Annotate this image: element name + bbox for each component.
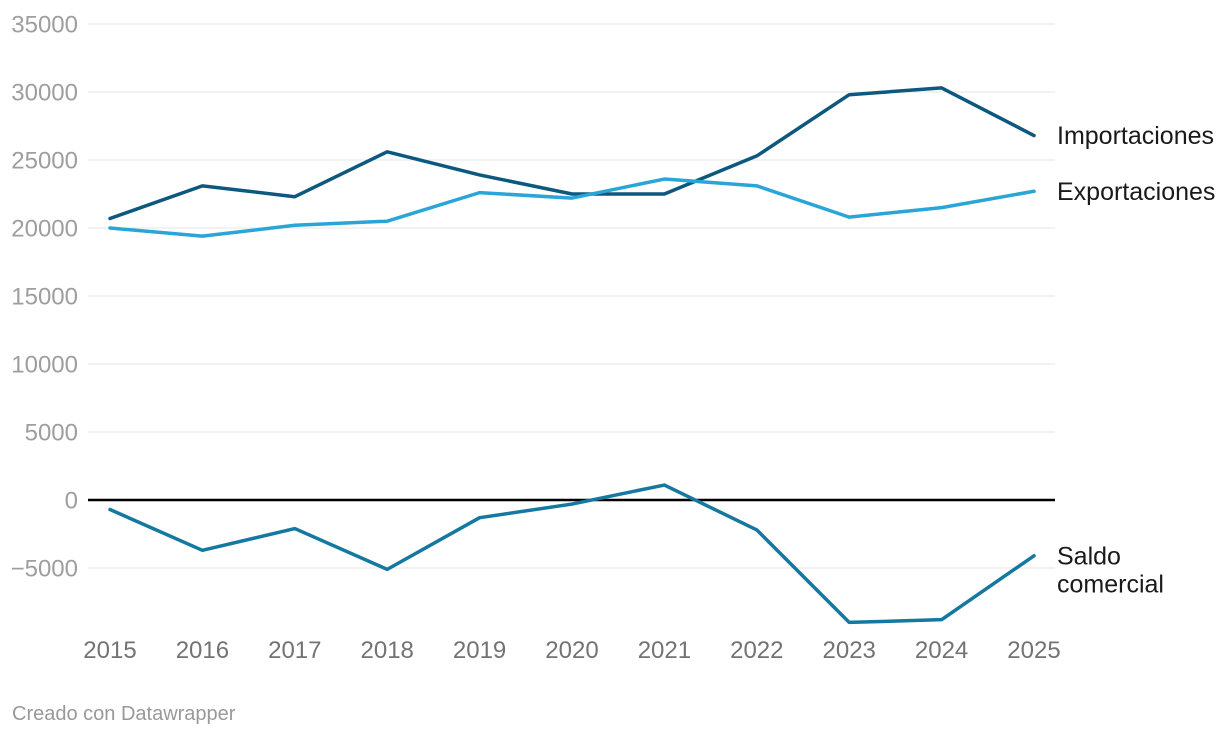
x-tick-label-2016: 2016: [176, 637, 229, 664]
y-tick-label-15000: 15000: [11, 284, 78, 311]
y-tick-label-20000: 20000: [11, 216, 78, 243]
x-tick-label-2015: 2015: [83, 637, 136, 664]
x-tick-label-2021: 2021: [638, 637, 691, 664]
series-line-exportaciones: [108, 177, 1036, 238]
x-tick-label-2025: 2025: [1007, 637, 1060, 664]
y-tick-label-5000: 5000: [25, 420, 78, 447]
series-label-importaciones: Importaciones: [1057, 122, 1214, 150]
x-tick-label-2022: 2022: [730, 637, 783, 664]
series-label-exportaciones: Exportaciones: [1057, 178, 1215, 206]
y-tick-label-10000: 10000: [11, 352, 78, 379]
x-tick-label-2024: 2024: [915, 637, 968, 664]
y-tick-label-0: 0: [65, 488, 78, 515]
x-tick-label-2019: 2019: [453, 637, 506, 664]
footer-credit: Creado con Datawrapper: [12, 703, 236, 725]
y-tick-label--5000: −5000: [11, 556, 78, 583]
x-tick-label-2020: 2020: [545, 637, 598, 664]
series-label-saldo-comercial: Saldo: [1057, 542, 1121, 570]
y-tick-label-30000: 30000: [11, 80, 78, 107]
x-tick-label-2017: 2017: [268, 637, 321, 664]
y-tick-label-25000: 25000: [11, 148, 78, 175]
y-tick-label-35000: 35000: [11, 12, 78, 39]
series-label-saldo-comercial-line2: comercial: [1057, 570, 1164, 598]
x-tick-label-2023: 2023: [823, 637, 876, 664]
series-line-saldo-comercial: [108, 483, 1036, 625]
series-line-importaciones: [108, 86, 1036, 221]
x-tick-label-2018: 2018: [361, 637, 414, 664]
